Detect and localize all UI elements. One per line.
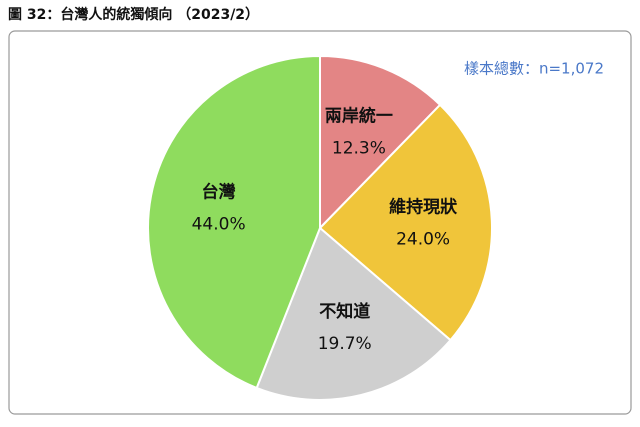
- slice-label: 不知道: [319, 301, 370, 322]
- slice-label: 維持現狀: [389, 196, 458, 217]
- slice-value-label: 44.0%: [192, 215, 246, 235]
- slice-value-label: 24.0%: [396, 229, 450, 249]
- pie-slice: [146, 54, 321, 390]
- sample-size: 樣本總數：n=1,072: [464, 60, 604, 78]
- slice-value-label: 12.3%: [332, 138, 386, 158]
- pie-slice: [255, 226, 452, 401]
- chart-title: 圖 32：台灣人的統獨傾向 （2023/2）: [8, 6, 259, 23]
- slice-label: 兩岸統一: [325, 105, 393, 126]
- slice-value-label: 19.7%: [318, 334, 372, 354]
- pie-slice: [318, 103, 493, 342]
- pie-slice: [319, 54, 442, 231]
- slice-label: 台灣: [202, 182, 236, 203]
